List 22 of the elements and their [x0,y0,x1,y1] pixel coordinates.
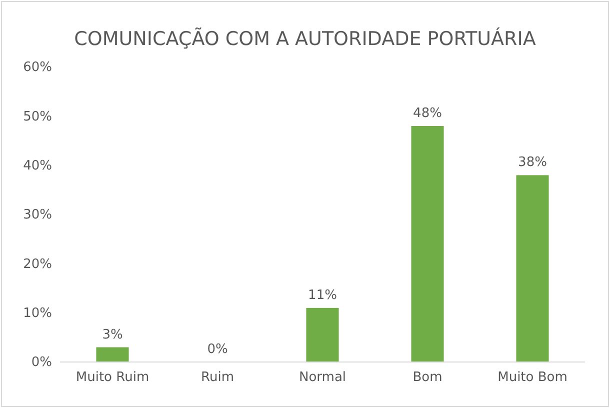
x-tick-label: Bom [412,370,442,386]
bar [516,175,549,362]
y-tick-label: 50% [23,109,52,124]
y-tick-label: 10% [23,306,52,321]
chart-title: COMUNICAÇÃO COM A AUTORIDADE PORTUÁRIA [74,27,536,50]
bar [306,308,339,362]
x-tick-label: Muito Bom [498,370,568,386]
y-tick-label: 30% [23,208,52,223]
x-tick-label: Normal [298,370,346,386]
bar [96,347,129,362]
y-tick-label: 40% [23,158,52,174]
x-tick-label: Muito Ruim [76,370,150,386]
data-label: 38% [518,155,547,170]
data-label: 48% [413,106,442,121]
x-tick-label: Ruim [201,370,234,386]
data-label: 11% [308,288,337,303]
data-label: 0% [207,342,228,357]
y-tick-label: 0% [31,355,52,370]
y-tick-label: 60% [23,60,52,76]
bar [411,126,444,362]
y-tick-label: 20% [23,256,52,272]
data-label: 3% [102,327,123,342]
